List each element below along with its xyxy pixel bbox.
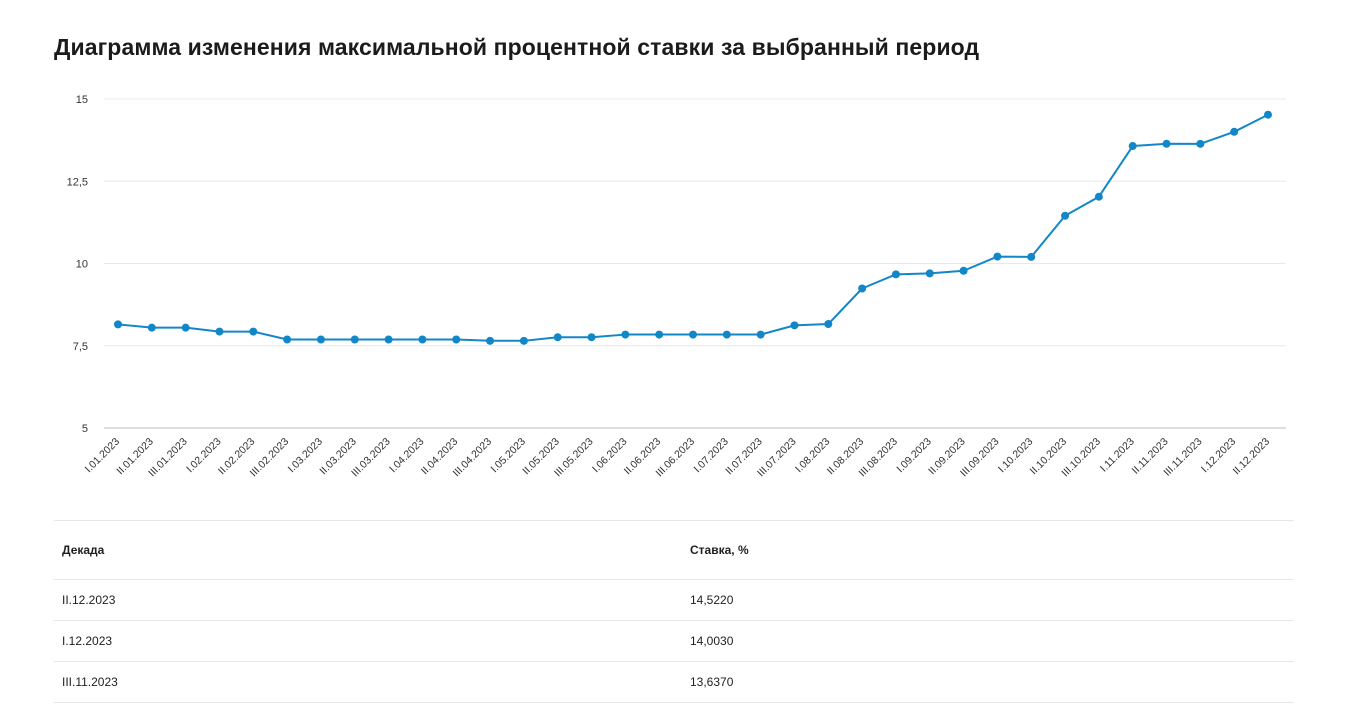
data-point: [621, 330, 630, 339]
y-tick-label: 12,5: [67, 176, 88, 188]
data-point: [993, 252, 1002, 261]
data-point: [790, 321, 799, 330]
y-tick-label: 5: [82, 423, 88, 435]
data-point: [350, 335, 359, 344]
table-header-decade: Декада: [62, 543, 105, 557]
data-point: [1128, 142, 1137, 151]
data-point: [756, 330, 765, 339]
table-cell-decade: I.12.2023: [62, 634, 113, 648]
data-point: [181, 323, 190, 332]
data-point: [959, 266, 968, 275]
table-cell-decade: II.12.2023: [62, 593, 116, 607]
series-line: [117, 113, 1269, 342]
data-point: [891, 270, 900, 279]
rate-table: Декада Ставка, % II.12.2023 14,5220 I.12…: [54, 520, 1294, 703]
data-point: [858, 284, 867, 293]
data-point: [519, 336, 528, 345]
x-tick-label: II.12.2023: [1231, 436, 1273, 478]
data-point: [316, 335, 325, 344]
data-point: [215, 327, 224, 336]
y-tick-label: 15: [76, 94, 88, 106]
data-point: [384, 335, 393, 344]
data-point: [824, 320, 833, 329]
data-point: [249, 327, 258, 336]
table-cell-rate: 13,6370: [690, 675, 734, 689]
data-point: [925, 269, 934, 278]
data-point: [147, 323, 156, 332]
table-header-row: Декада Ставка, %: [54, 520, 1294, 579]
data-point: [114, 320, 122, 329]
table-cell-rate: 14,5220: [690, 593, 734, 607]
page-title: Диаграмма изменения максимальной процент…: [54, 34, 980, 60]
y-tick-label: 10: [76, 259, 88, 271]
data-point: [1027, 252, 1036, 261]
table-cell-decade: III.11.2023: [62, 675, 118, 689]
table-row: III.11.2023 13,6370: [54, 661, 1294, 703]
data-point: [486, 336, 495, 345]
table-cell-rate: 14,0030: [690, 634, 734, 648]
data-point: [1094, 192, 1103, 201]
data-point: [655, 330, 664, 339]
data-point: [722, 330, 731, 339]
data-point: [1162, 139, 1171, 148]
data-point: [587, 333, 596, 342]
table-row: I.12.2023 14,0030: [54, 620, 1294, 661]
data-point: [418, 335, 427, 344]
data-point: [283, 335, 292, 344]
y-tick-label: 7,5: [73, 341, 88, 353]
data-point: [553, 333, 562, 342]
table-header-rate: Ставка, %: [690, 543, 749, 557]
data-point: [1061, 211, 1070, 220]
data-point: [689, 330, 697, 339]
table-row: II.12.2023 14,5220: [54, 579, 1294, 620]
data-point: [1264, 110, 1272, 119]
data-point: [1230, 127, 1239, 136]
data-point: [1196, 139, 1205, 148]
data-point: [452, 335, 461, 344]
rate-line-chart: 1512,5107,55I.01.2023II.01.2023III.01.20…: [67, 94, 1286, 479]
